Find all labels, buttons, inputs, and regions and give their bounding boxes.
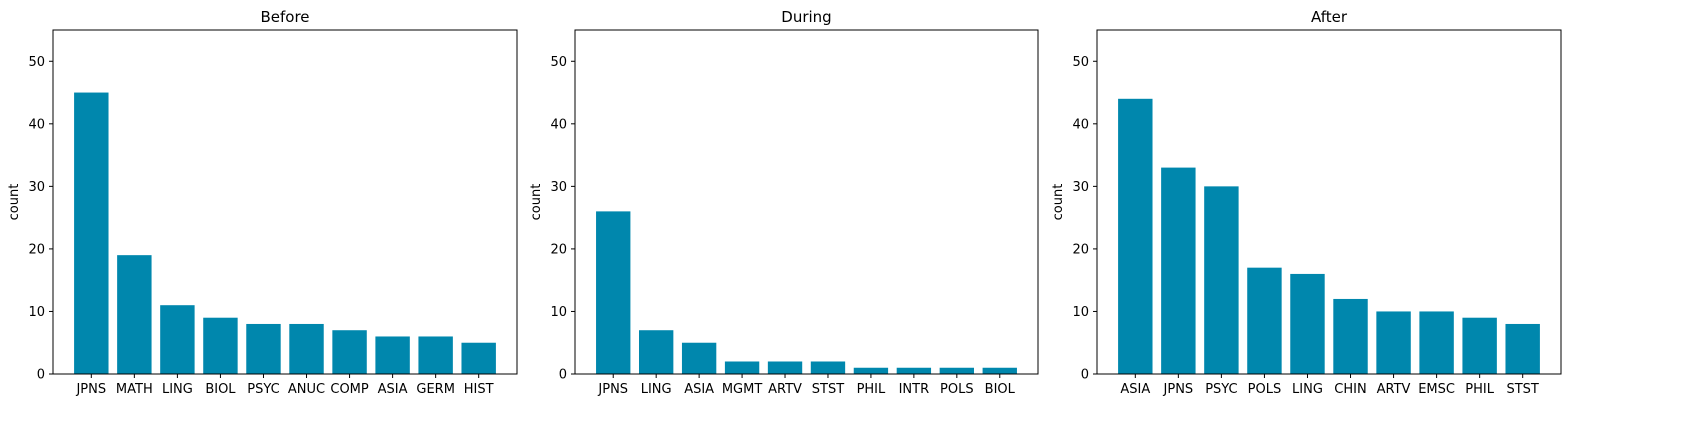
axes-frame [574,29,1039,375]
y-axis-label: count [529,184,544,221]
x-tick-label: POLS [1248,382,1282,397]
bar [246,323,281,374]
bar [203,317,238,374]
y-tick-label: 40 [28,117,45,132]
y-tick-label: 10 [28,305,45,320]
x-tick-label: BIOL [205,382,236,397]
x-tick-label: MGMT [722,382,763,397]
x-tick-label: LING [162,382,193,397]
y-tick-label: 50 [1072,55,1089,70]
y-tick-label: 50 [550,55,567,70]
x-tick-label: ARTV [768,382,802,397]
y-tick-label: 30 [28,180,45,195]
bar [289,323,324,374]
x-tick-label: STST [812,382,844,397]
y-tick-label: 20 [28,242,45,257]
chart-title: After [1311,8,1348,26]
chart-panel: 0 10 20 30 40 50 JPNS LING ASIA MGMT ARTV STST PHIL I… [529,8,1039,397]
y-tick-label: 30 [550,180,567,195]
bar [160,305,195,374]
x-tick-label: COMP [330,382,369,397]
y-tick-label: 10 [1072,305,1089,320]
bar [1118,98,1153,375]
x-tick-label: STST [1506,382,1538,397]
x-tick-label: INTR [899,382,930,397]
y-axis-label: count [7,184,22,221]
bar [1247,267,1282,374]
chart-title: Before [260,8,309,26]
bar [117,255,152,374]
bar [724,361,760,374]
x-tick-label: JPNS [1163,382,1194,397]
x-tick-label: LING [1292,382,1323,397]
y-axis-label: count [1051,184,1066,221]
axes-frame [52,29,518,375]
bar [681,342,717,374]
y-tick-label: 40 [550,117,567,132]
x-tick-label: ARTV [1377,382,1411,397]
x-tick-label: CHIN [1334,382,1366,397]
x-tick-label: ASIA [1120,382,1150,397]
x-tick-label: JPNS [75,382,106,397]
y-tick-label: 0 [37,368,45,383]
y-tick-label: 20 [1072,242,1089,257]
bar [418,336,453,374]
bar [375,336,410,374]
x-tick-label: PHIL [857,382,886,397]
bar [1462,317,1497,374]
y-tick-label: 10 [550,305,567,320]
x-tick-label: GERM [416,382,455,397]
x-tick-label: MATH [116,382,153,397]
bar [1333,298,1368,374]
x-tick-label: POLS [940,382,974,397]
y-tick-label: 20 [550,242,567,257]
bar [853,367,889,374]
bar [1290,273,1325,374]
x-tick-label: PSYC [1205,382,1237,397]
chart-title: During [781,8,831,26]
x-tick-label: LING [641,382,672,397]
x-tick-label: JPNS [597,382,628,397]
chart-panel: 0 10 20 30 40 50 JPNS MATH LING BIOL PSYC ANUC COMP A… [7,8,518,397]
bar [596,211,631,374]
bar [332,330,367,374]
x-tick-label: ANUC [288,382,325,397]
x-tick-label: PSYC [247,382,279,397]
y-tick-label: 40 [1072,117,1089,132]
y-tick-label: 30 [1072,180,1089,195]
x-tick-label: EMSC [1418,382,1455,397]
axes-frame [1096,29,1562,375]
x-tick-label: BIOL [985,382,1016,397]
x-tick-label: HIST [464,382,494,397]
x-tick-label: ASIA [684,382,714,397]
bar [896,367,932,374]
x-tick-label: ASIA [378,382,408,397]
bar [1419,311,1454,374]
bar [939,367,974,374]
y-tick-label: 50 [28,55,45,70]
chart-panel: 0 10 20 30 40 50 ASIA JPNS PSYC POLS LING CHIN ARTV E… [1051,8,1562,397]
bar [461,342,496,374]
bar [1505,323,1540,374]
bar [1161,167,1196,374]
bar [1376,311,1411,374]
bar [639,330,674,374]
y-tick-label: 0 [559,368,567,383]
bar [810,361,846,374]
bar [982,367,1017,374]
bar [767,361,803,374]
x-tick-label: PHIL [1465,382,1494,397]
bar [1204,186,1239,374]
bar [74,92,109,375]
y-tick-label: 0 [1081,368,1089,383]
